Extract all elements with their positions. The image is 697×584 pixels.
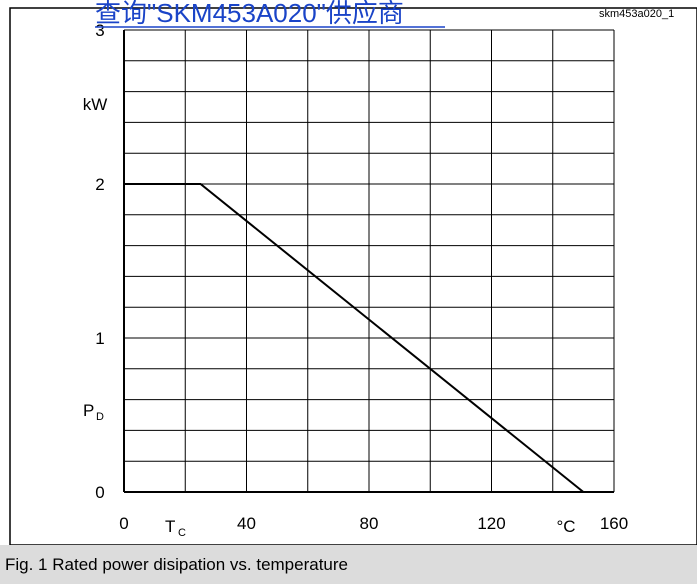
x-axis-symbol: T <box>165 517 175 536</box>
y-tick-label: 3 <box>95 21 104 40</box>
series-layer <box>123 183 585 493</box>
figure-caption: Fig. 1 Rated power disipation vs. temper… <box>0 545 697 584</box>
y-tick-label: 2 <box>95 175 104 194</box>
power-dissipation-chart: 0 40 80 120 160 0 1 2 3 kW P D T C °C 查询"SKM453A020"供应… <box>9 0 697 545</box>
y-axis-symbol: P <box>83 401 94 420</box>
x-tick-label: 160 <box>600 514 628 533</box>
y-unit-label: kW <box>83 95 108 114</box>
x-tick-label: 40 <box>237 514 256 533</box>
outer-frame <box>9 7 697 545</box>
x-unit-label: °C <box>556 517 575 536</box>
x-axis-subscript: C <box>178 527 186 539</box>
figure-id: skm453a020_1 <box>599 8 674 20</box>
grid <box>123 29 615 493</box>
y-tick-label: 1 <box>95 329 104 348</box>
labels-layer: 0 40 80 120 160 0 1 2 3 kW P D T C °C <box>83 21 628 539</box>
y-axis-subscript: D <box>96 411 104 423</box>
supplier-link[interactable]: 查询"SKM453A020"供应商 <box>95 0 404 28</box>
x-tick-label: 0 <box>119 514 128 533</box>
x-tick-label: 120 <box>477 514 505 533</box>
y-tick-label: 0 <box>95 483 104 502</box>
x-tick-label: 80 <box>360 514 379 533</box>
